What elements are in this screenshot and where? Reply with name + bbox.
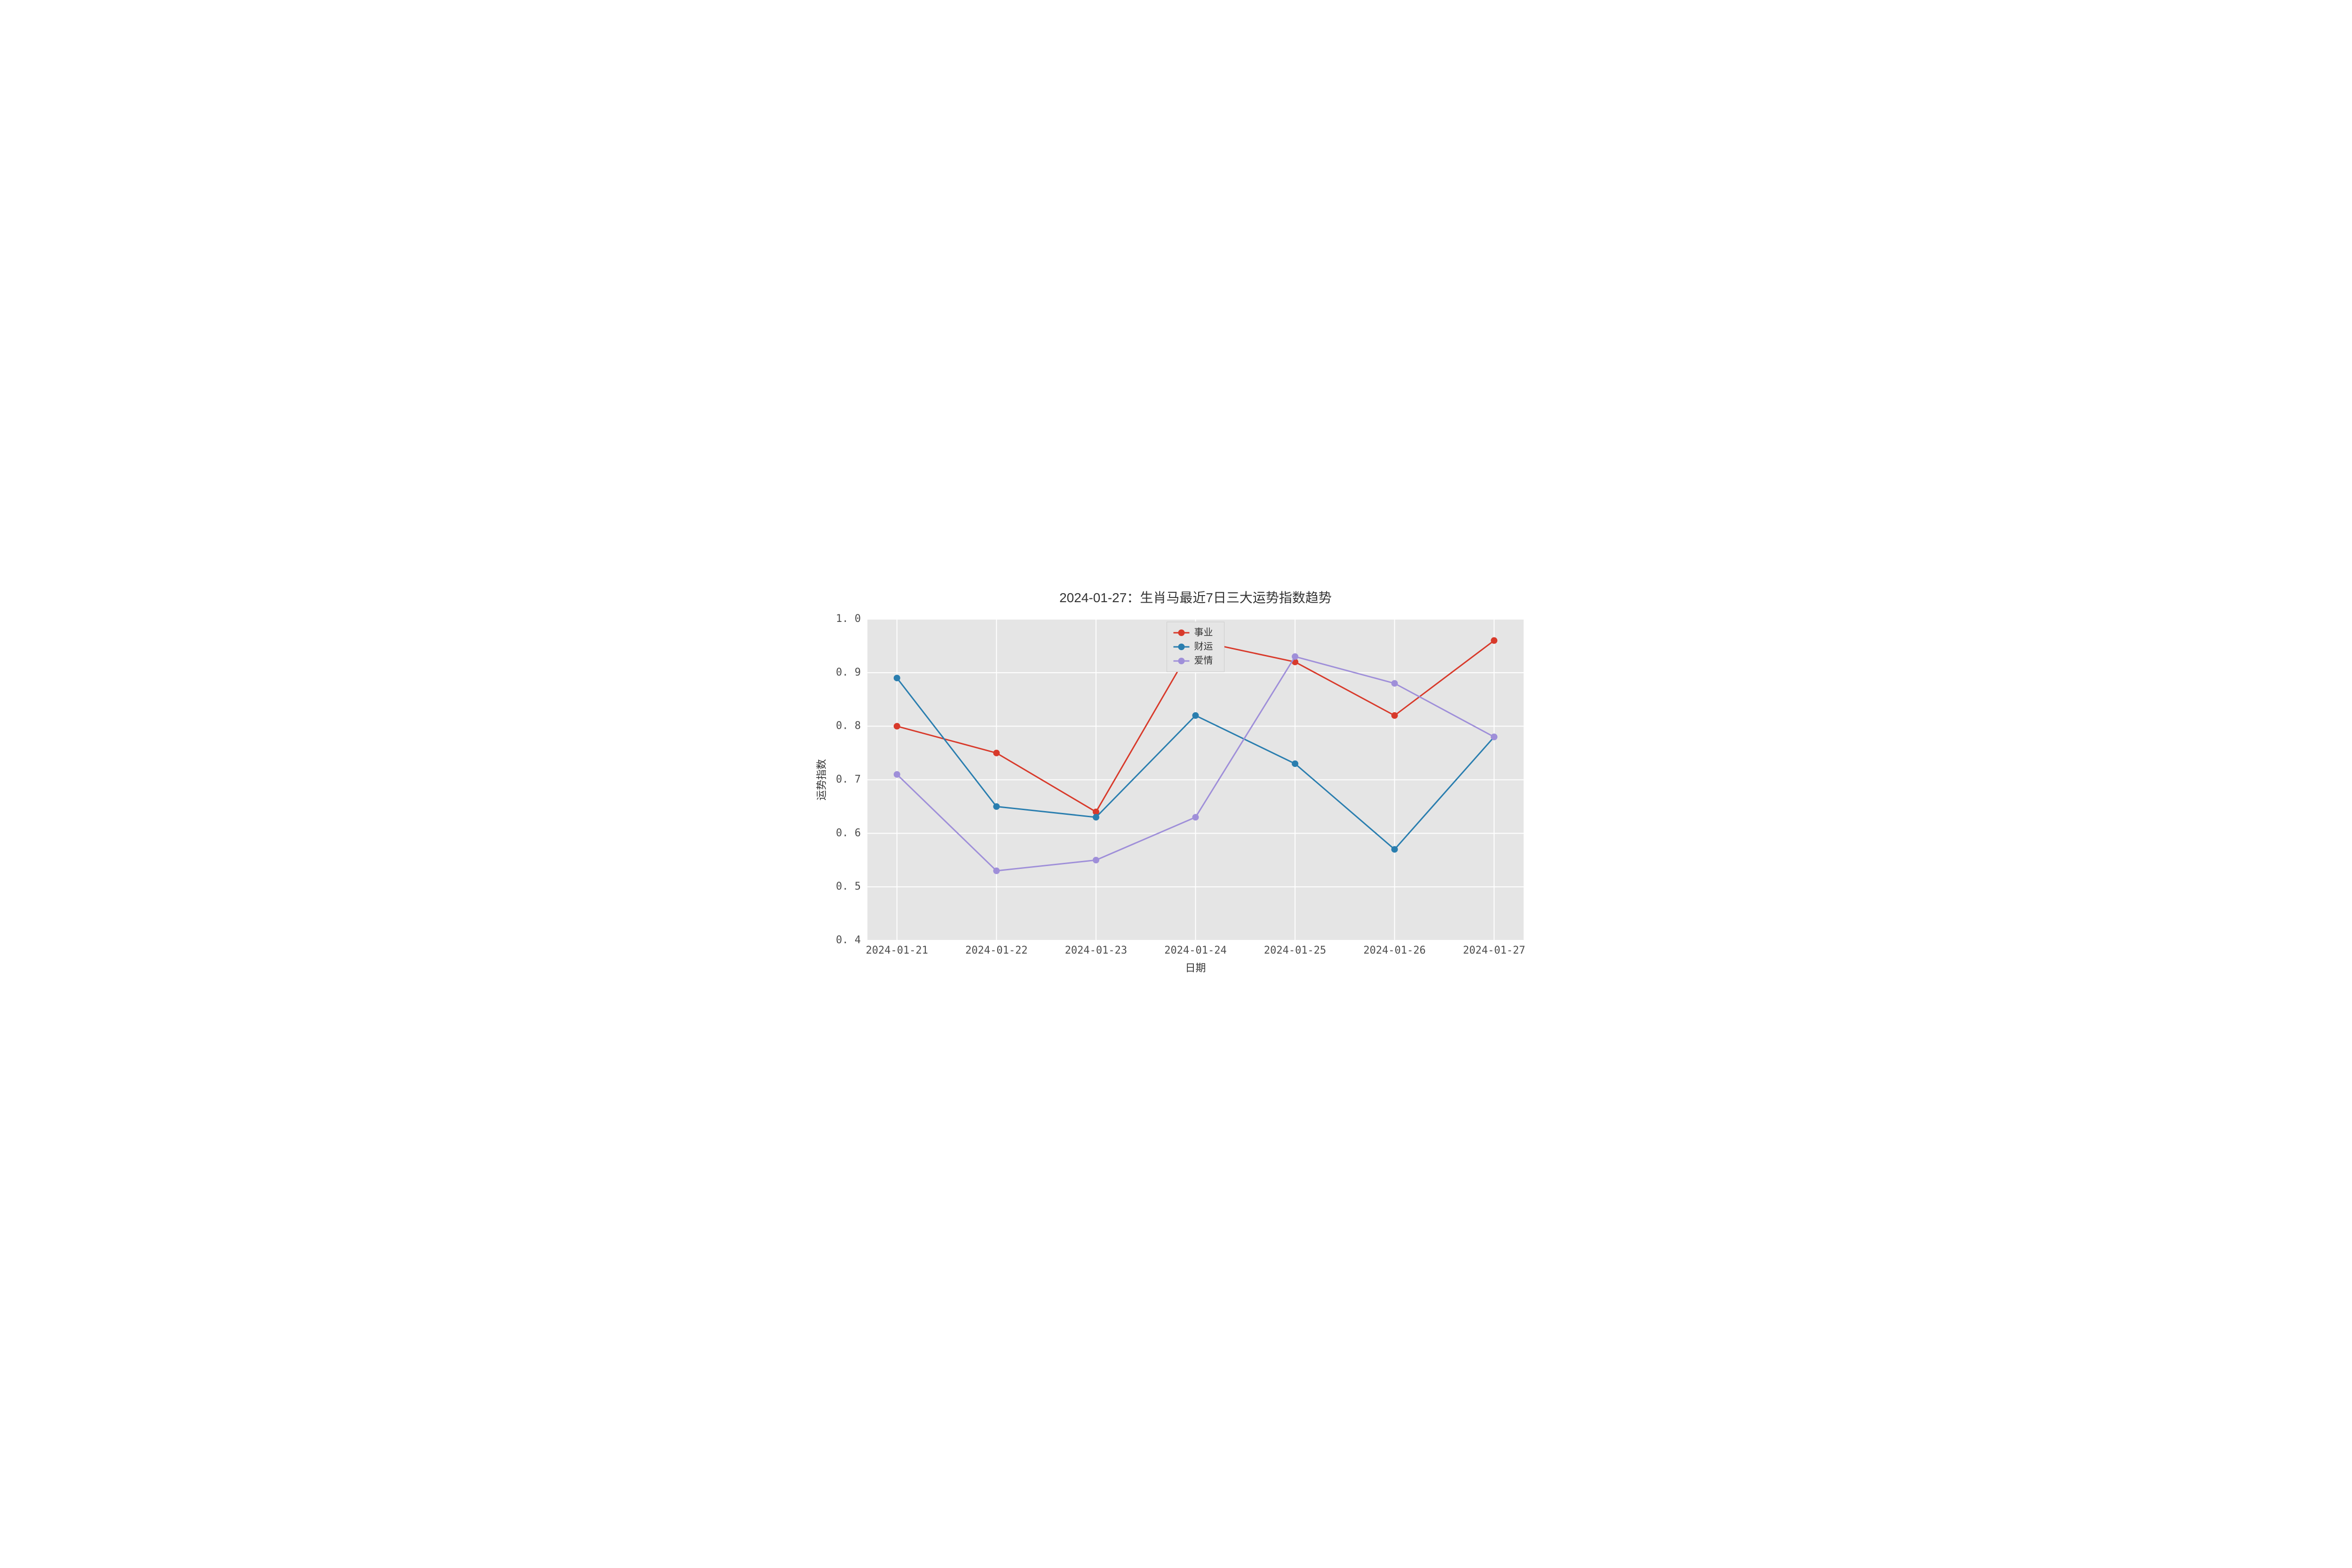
legend: 事业财运爱情 <box>1167 622 1224 672</box>
chart-title: 2024-01-27：生肖马最近7日三大运势指数趋势 <box>1059 590 1332 605</box>
y-tick-label: 0. 8 <box>836 720 861 732</box>
y-axis-label: 运势指数 <box>816 759 827 800</box>
legend-label: 爱情 <box>1194 655 1213 666</box>
series-marker-1 <box>893 675 900 681</box>
fortune-line-chart: 0. 4 0. 5 0. 6 0. 7 0. 8 0. 9 1. 0 2024-01-21 20… <box>812 588 1541 980</box>
x-axis-label: 日期 <box>1185 962 1206 974</box>
x-tick-label: 2024-01-27 <box>1462 945 1525 956</box>
x-tick-label: 2024-01-26 <box>1363 945 1425 956</box>
series-marker-2 <box>893 771 900 778</box>
y-tick-label: 0. 7 <box>836 774 861 786</box>
y-tick-label: 1. 0 <box>836 613 861 625</box>
legend-label: 事业 <box>1194 627 1213 637</box>
chart-container: 0. 4 0. 5 0. 6 0. 7 0. 8 0. 9 1. 0 2024-01-21 20… <box>0 0 2352 1568</box>
x-tick-label: 2024-01-25 <box>1263 945 1326 956</box>
series-marker-2 <box>1391 680 1398 687</box>
series-marker-1 <box>1092 814 1099 820</box>
series-marker-2 <box>1491 733 1497 740</box>
series-marker-0 <box>993 750 1000 756</box>
series-marker-0 <box>893 723 900 730</box>
y-tick-label: 0. 6 <box>836 827 861 839</box>
x-tick-label: 2024-01-24 <box>1164 945 1226 956</box>
x-tick-label: 2024-01-23 <box>1065 945 1127 956</box>
series-marker-1 <box>1292 760 1298 767</box>
series-marker-2 <box>1292 653 1298 660</box>
series-marker-2 <box>1092 857 1099 863</box>
y-tick-label: 0. 9 <box>836 667 861 678</box>
series-marker-1 <box>1391 846 1398 852</box>
y-tick-label: 0. 5 <box>836 881 861 892</box>
x-tick-label: 2024-01-22 <box>965 945 1027 956</box>
series-marker-2 <box>993 868 1000 874</box>
series-marker-1 <box>993 803 1000 810</box>
y-tick-label: 0. 4 <box>836 934 861 946</box>
series-marker-0 <box>1491 637 1497 644</box>
legend-label: 财运 <box>1194 641 1213 652</box>
x-tick-label: 2024-01-21 <box>866 945 928 956</box>
series-marker-1 <box>1192 712 1199 719</box>
series-marker-0 <box>1391 712 1398 719</box>
series-marker-2 <box>1192 814 1199 820</box>
